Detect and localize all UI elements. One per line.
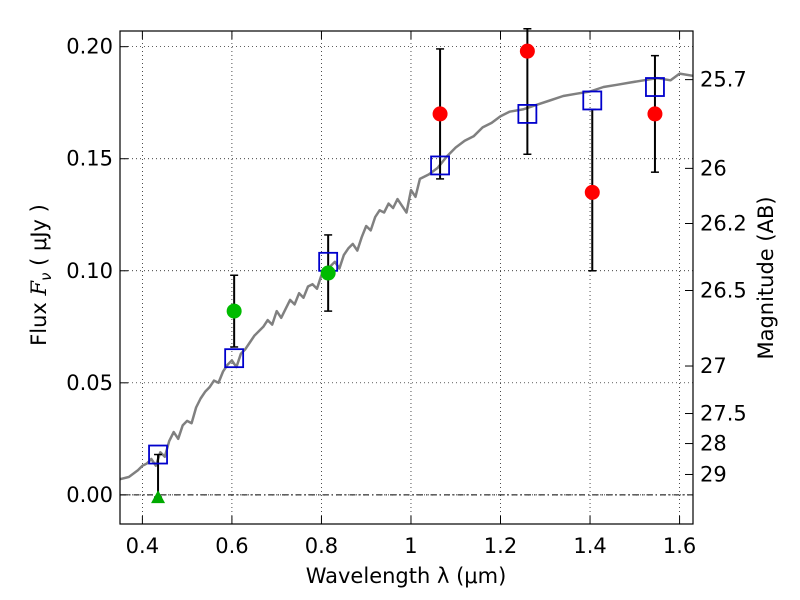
model-point bbox=[148, 444, 168, 465]
y-axis-title-math: F bbox=[27, 280, 51, 297]
plot-frame bbox=[119, 30, 694, 525]
magnitude-tick-label: 25.7 bbox=[700, 68, 747, 92]
data-point bbox=[226, 303, 242, 319]
x-tick-label: 1.6 bbox=[663, 534, 696, 558]
y-axis-title-prefix: Flux bbox=[27, 296, 51, 346]
y-tick-label: 0.05 bbox=[66, 371, 113, 395]
magnitude-tick-label: 28 bbox=[700, 432, 727, 456]
model-point bbox=[645, 77, 665, 97]
y-tick-label: 0.10 bbox=[66, 259, 113, 283]
y-tick-label: 0.20 bbox=[66, 35, 113, 59]
x-tick-label: 0.4 bbox=[126, 534, 159, 558]
y-axis-title-suffix: ( μJy ) bbox=[27, 204, 51, 272]
ticks: 0.4 0.6 0.8 1 1.2 1.4 1.6 0.00 0.05 0.10 0.15 0.20 2… bbox=[66, 31, 747, 558]
data-point bbox=[320, 265, 336, 281]
y-tick-label: 0.00 bbox=[66, 483, 113, 507]
x-tick-label: 1 bbox=[404, 534, 417, 558]
magnitude-tick-label: 26.5 bbox=[700, 278, 747, 302]
model-point bbox=[582, 90, 603, 111]
y-axis-title: Flux Fν ( μJy ) bbox=[27, 204, 55, 346]
model-point bbox=[517, 104, 538, 124]
magnitude-tick-label: 26 bbox=[700, 156, 727, 180]
data-point bbox=[647, 106, 663, 122]
magnitude-tick-label: 29 bbox=[700, 462, 727, 486]
x-tick-label: 1.2 bbox=[484, 534, 517, 558]
magnitude-tick-label: 27.5 bbox=[700, 402, 747, 426]
magnitude-tick-label: 27 bbox=[700, 354, 727, 378]
y-tick-label: 0.15 bbox=[66, 147, 113, 171]
x-tick-label: 0.8 bbox=[305, 534, 338, 558]
y-axis-title-subscript: ν bbox=[37, 273, 55, 281]
model-point bbox=[430, 155, 450, 176]
data-point bbox=[432, 106, 448, 122]
x-tick-label: 1.4 bbox=[573, 534, 606, 558]
x-axis-title: Wavelength λ (μm) bbox=[306, 564, 507, 588]
magnitude-tick-label: 26.2 bbox=[700, 211, 747, 235]
x-tick-label: 0.6 bbox=[215, 534, 248, 558]
data-point bbox=[519, 43, 535, 59]
data-markers bbox=[148, 43, 665, 504]
upper-limit-point bbox=[151, 490, 166, 504]
model-point bbox=[224, 348, 245, 369]
data-point bbox=[584, 184, 600, 200]
right-axis-title: Magnitude (AB) bbox=[754, 196, 778, 359]
